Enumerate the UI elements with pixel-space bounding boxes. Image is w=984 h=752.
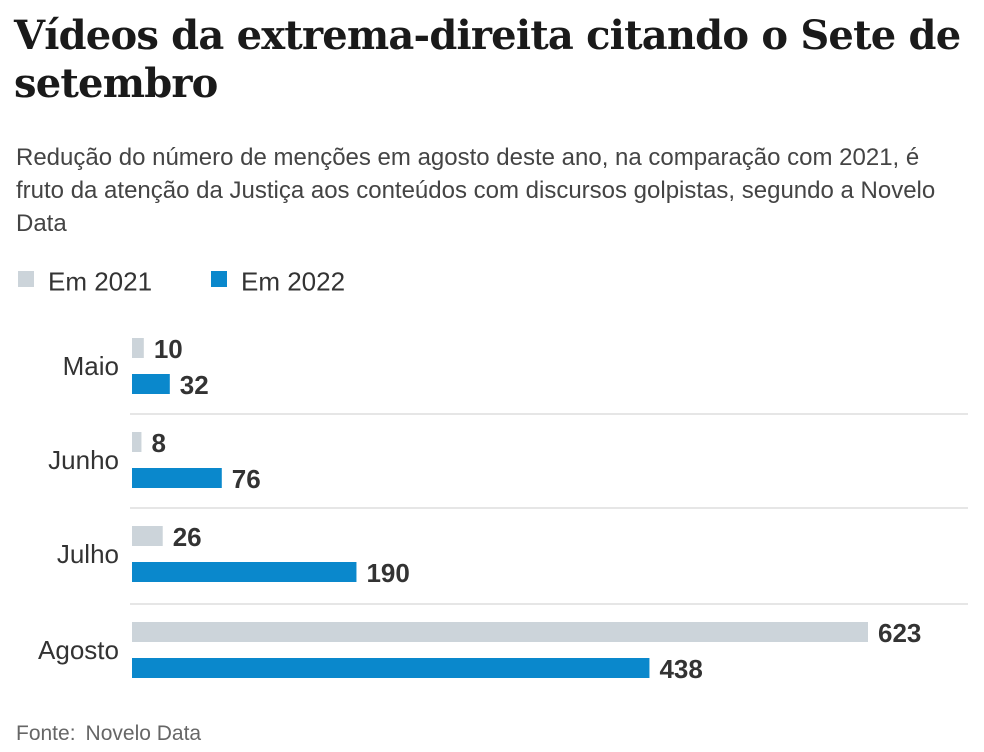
legend-label-2022: Em 2022 — [241, 266, 346, 297]
legend-item-2021: Em 2021 — [18, 265, 152, 298]
data-label: 32 — [180, 370, 209, 400]
bar — [132, 562, 357, 582]
category-label: Junho — [48, 445, 119, 475]
legend-swatch-2022 — [211, 271, 227, 288]
bar — [132, 622, 868, 642]
bar — [132, 658, 650, 678]
source-name: Novelo Data — [85, 722, 202, 745]
category-label: Maio — [63, 351, 119, 381]
chart-subtitle: Redução do número de menções em agosto d… — [16, 144, 936, 237]
chart-title: Vídeos da extrema-direita citando o Sete… — [14, 12, 961, 107]
legend-swatch-2021 — [18, 271, 34, 288]
category-label: Julho — [57, 539, 119, 569]
legend-item-2022: Em 2022 — [211, 265, 345, 298]
bar — [132, 374, 170, 394]
data-label: 76 — [232, 464, 261, 494]
legend-label-2021: Em 2021 — [48, 266, 153, 297]
data-label: 190 — [366, 558, 409, 588]
category-label: Agosto — [38, 635, 119, 665]
bar — [132, 338, 144, 358]
bar — [132, 526, 163, 546]
data-label: 438 — [659, 654, 702, 684]
data-label: 623 — [878, 618, 921, 648]
bar — [132, 432, 142, 452]
source-line: Fonte: Novelo Data — [16, 722, 201, 746]
data-label: 26 — [173, 522, 202, 552]
data-label: 10 — [154, 334, 183, 364]
bar-chart: Maio 10 32 Junho 8 76 Julho 26 190 Agosto 623 438 — [38, 334, 968, 684]
source-label: Fonte: — [16, 722, 76, 745]
bar — [132, 468, 222, 488]
data-label: 8 — [151, 428, 165, 458]
